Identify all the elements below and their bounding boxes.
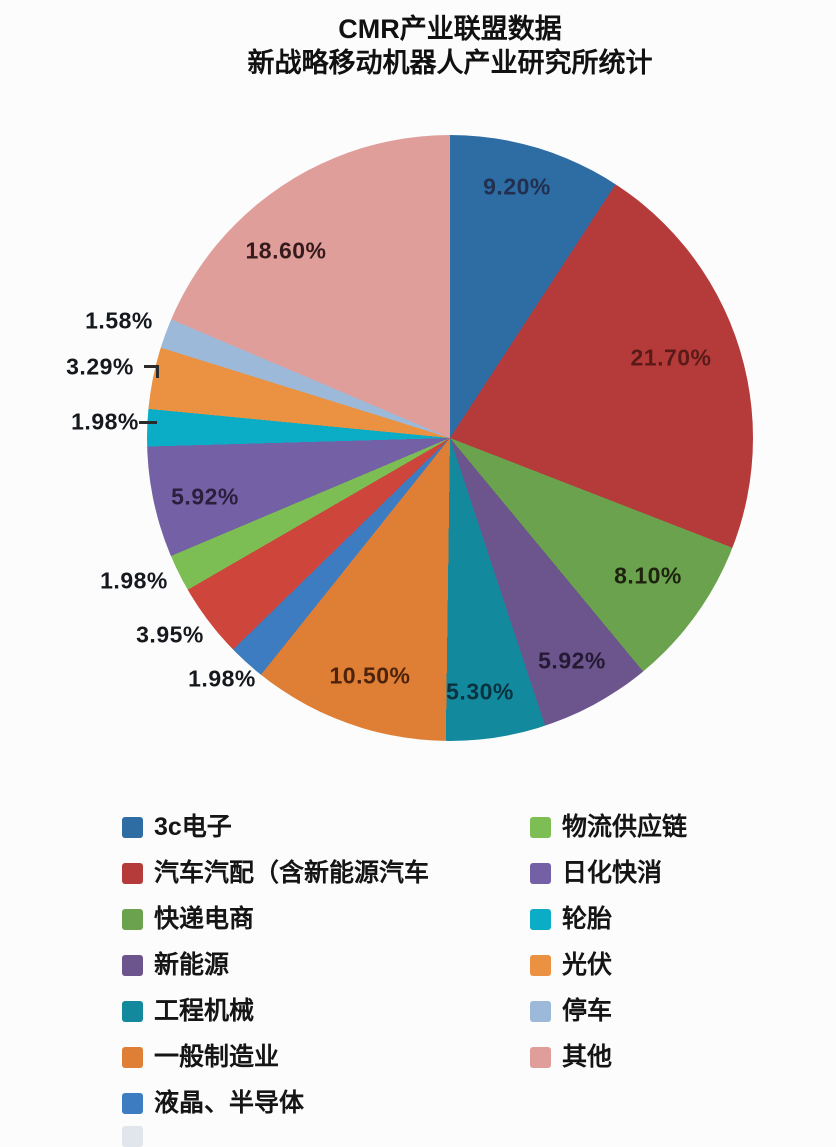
legend-color-swatch [122,1047,143,1068]
legend-color-swatch [122,1001,143,1022]
legend-item: 日化快消 [530,861,662,886]
legend-item: 停车 [530,999,612,1024]
chart-title: CMR产业联盟数据 新战略移动机器人产业研究所统计 [248,12,653,80]
legend-item-label: 光伏 [562,951,613,979]
legend-item-label: 日化快消 [562,859,663,887]
pie-percent-label: 8.10% [614,562,682,589]
legend-item-cutoff-swatch [122,1126,143,1147]
pie-percent-label: 9.20% [483,173,551,200]
legend-item: 3c电子 [122,815,232,840]
legend-color-swatch [122,955,143,976]
pie-percent-label: 5.92% [171,483,239,510]
legend-item-label: 一般制造业 [154,1043,280,1071]
legend-color-swatch [530,1047,551,1068]
legend-color-swatch [122,863,143,884]
legend-item-label: 轮胎 [562,905,613,933]
legend-item-label: 汽车汽配（含新能源汽车 [154,859,430,887]
legend-item: 工程机械 [122,999,254,1024]
legend-color-swatch [122,1093,143,1114]
leader-line-photovoltaic [144,365,159,368]
legend-item-label: 液晶、半导体 [154,1089,305,1117]
legend-item-label: 其他 [562,1043,613,1071]
chart-title-line1: CMR产业联盟数据 [338,14,562,44]
leader-line-photovoltaic-drop [156,365,159,378]
legend-item: 光伏 [530,953,612,978]
pie-percent-label: 5.30% [446,678,514,705]
legend-color-swatch [530,955,551,976]
legend-color-swatch [122,817,143,838]
legend-item-label: 工程机械 [154,997,255,1025]
pie-percent-label: 1.58% [85,307,153,334]
pie-chart [147,135,753,741]
legend-item: 轮胎 [530,907,612,932]
legend-item-label: 快递电商 [154,905,255,933]
legend-item: 快递电商 [122,907,254,932]
legend-color-swatch [530,863,551,884]
pie-percent-label: 1.98% [100,567,168,594]
legend-color-swatch [122,909,143,930]
legend-item-label: 3c电子 [154,813,232,841]
pie-percent-label: 21.70% [630,344,712,371]
legend-color-swatch [530,817,551,838]
pie-percent-label: 3.29% [66,353,134,380]
pie-percent-label: 1.98% [188,665,256,692]
legend-item: 汽车汽配（含新能源汽车 [122,861,429,886]
pie-percent-label: 10.50% [329,662,411,689]
legend-item: 一般制造业 [122,1045,279,1070]
legend-item: 新能源 [122,953,229,978]
chart-title-line2: 新战略移动机器人产业研究所统计 [247,48,653,78]
pie-percent-label: 1.98% [71,408,139,435]
legend-item: 物流供应链 [530,815,687,840]
legend-item-label: 停车 [562,997,613,1025]
legend-item-label: 物流供应链 [562,813,688,841]
legend-color-swatch [530,909,551,930]
pie-percent-label: 3.95% [136,621,204,648]
legend-color-swatch [530,1001,551,1022]
pie-percent-label: 18.60% [245,237,327,264]
legend-item: 液晶、半导体 [122,1091,304,1116]
pie-percent-label: 5.92% [538,647,606,674]
legend-item-label: 新能源 [154,951,230,979]
leader-line-tire [139,421,157,424]
legend-item: 其他 [530,1045,612,1070]
